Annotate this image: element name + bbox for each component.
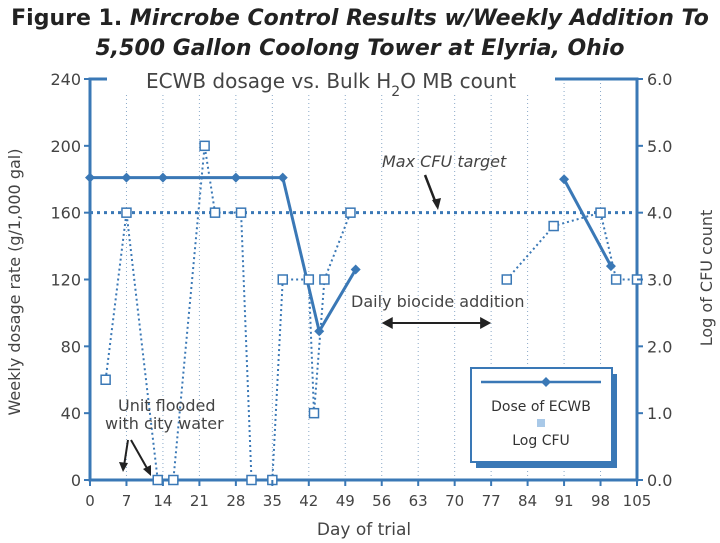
figure-title: Figure 1. Mircrobe Control Results w/Wee… xyxy=(0,4,720,64)
inner-title: ECWB dosage vs. Bulk H2O MB count xyxy=(146,69,516,100)
inner-title-subscript: 2 xyxy=(391,84,400,100)
x-tick-label: 56 xyxy=(372,492,391,510)
x-axis-title: Day of trial xyxy=(317,520,411,540)
log-cfu-point xyxy=(199,140,210,152)
legend-ecwb-label: Dose of ECWB xyxy=(491,399,591,415)
y-left-tick-label: 120 xyxy=(50,271,81,290)
log-cfu-point xyxy=(548,220,559,232)
ecwb-dose-point xyxy=(350,264,361,275)
x-tick-label: 49 xyxy=(336,492,355,510)
unit-flooded-arrow-left xyxy=(123,439,129,467)
ecwb-dose-line xyxy=(562,178,613,267)
unit-flooded-line-1: Unit flooded xyxy=(118,396,215,415)
log-cfu-point xyxy=(246,474,257,486)
x-tick-label: 70 xyxy=(445,492,464,510)
y-right-tick-label: 0.0 xyxy=(647,471,672,490)
log-cfu-point xyxy=(152,474,163,486)
unit-flooded-arrow-right-head xyxy=(143,465,151,476)
log-cfu-point xyxy=(121,207,132,218)
x-tick-label: 63 xyxy=(409,492,428,510)
legend-cfu-label: Log CFU xyxy=(512,433,570,449)
x-tick-label: 0 xyxy=(85,492,95,510)
figure-title-line-1: Figure 1. Mircrobe Control Results w/Wee… xyxy=(0,4,720,34)
legend xyxy=(470,367,613,463)
y-left-tick-label: 240 xyxy=(50,70,81,89)
log-cfu-point xyxy=(595,207,606,218)
x-tick-label: 84 xyxy=(518,492,537,510)
x-tick-label: 7 xyxy=(122,492,132,510)
daily-biocide-arrow-head-right xyxy=(480,317,492,329)
x-tick-label: 98 xyxy=(591,492,610,510)
log-cfu-point xyxy=(303,274,315,285)
inner-title-part-1: ECWB dosage vs. Bulk H xyxy=(146,69,391,93)
ecwb-dose-point xyxy=(605,261,616,272)
max-cfu-label: Max CFU target xyxy=(382,152,507,171)
legend-ecwb-marker xyxy=(541,377,551,387)
log-cfu-point xyxy=(168,474,179,486)
ecwb-dose-line xyxy=(90,176,357,336)
log-cfu-point xyxy=(100,374,111,385)
grid xyxy=(125,79,602,480)
y-right-tick-label: 3.0 xyxy=(647,271,672,290)
unit-flooded-arrow-left-head xyxy=(119,462,128,472)
log-cfu-point xyxy=(319,274,330,285)
x-tick-label: 21 xyxy=(190,492,209,510)
y-right-tick-label: 5.0 xyxy=(647,137,672,156)
x-tick-label: 28 xyxy=(226,492,245,510)
ecwb-dose-point xyxy=(230,172,241,183)
log-cfu-point xyxy=(235,207,247,218)
log-cfu-point xyxy=(209,207,221,218)
x-tick-label: 35 xyxy=(263,492,282,510)
y-right-axis-title: Log of CFU count xyxy=(697,210,716,346)
y-left-axis-title: Weekly dosage rate (g/1,000 gal) xyxy=(5,149,24,416)
axes-layer: 0 7 14 21 28 35 42 49 56 63 70 77 84 91 98 105 0 40 80 120 1… xyxy=(50,70,672,510)
unit-flooded-line-2: with city water xyxy=(105,414,224,433)
inner-title-part-2: O MB count xyxy=(400,69,516,93)
daily-biocide-label: Daily biocide addition xyxy=(351,292,525,311)
x-tick-label: 105 xyxy=(623,492,652,510)
figure-number: Figure 1. xyxy=(11,6,123,31)
ecwb-dose-point xyxy=(277,172,288,183)
ecwb-dose-point xyxy=(157,172,168,183)
x-tick-label: 77 xyxy=(482,492,501,510)
log-cfu-point xyxy=(610,274,622,285)
daily-biocide-arrow-head-left xyxy=(381,317,393,329)
y-right-tick-label: 2.0 xyxy=(647,337,672,356)
inner-title-background xyxy=(107,64,555,94)
log-cfu-point xyxy=(308,407,320,419)
y-left-tick-label: 80 xyxy=(61,337,81,356)
figure-title-text-1: Mircrobe Control Results w/Weekly Additi… xyxy=(129,6,709,31)
log-cfu-point xyxy=(277,274,289,285)
y-left-tick-label: 200 xyxy=(50,137,81,156)
y-left-tick-label: 160 xyxy=(50,204,81,223)
max-cfu-arrow-head xyxy=(432,198,441,210)
x-tick-label: 14 xyxy=(153,492,172,510)
x-tick-label: 91 xyxy=(555,492,574,510)
ecwb-dose-point xyxy=(314,326,325,337)
y-right-tick-label: 4.0 xyxy=(647,204,672,223)
ecwb-dose-point xyxy=(121,172,132,183)
log-cfu-line xyxy=(506,211,637,281)
legend-cfu-marker xyxy=(537,419,545,427)
log-cfu-point xyxy=(345,207,356,218)
figure-title-line-2: 5,500 Gallon Coolong Tower at Elyria, Oh… xyxy=(95,36,625,61)
ecwb-dose-point xyxy=(559,174,570,185)
y-left-tick-label: 0 xyxy=(71,471,81,490)
unit-flooded-arrow-right xyxy=(130,439,149,471)
ecwb-dose-point xyxy=(85,172,95,183)
log-cfu-point xyxy=(501,274,513,285)
x-tick-label: 42 xyxy=(299,492,318,510)
y-right-tick-label: 1.0 xyxy=(647,404,672,423)
y-right-tick-label: 6.0 xyxy=(647,70,672,89)
y-left-tick-label: 40 xyxy=(61,404,81,423)
